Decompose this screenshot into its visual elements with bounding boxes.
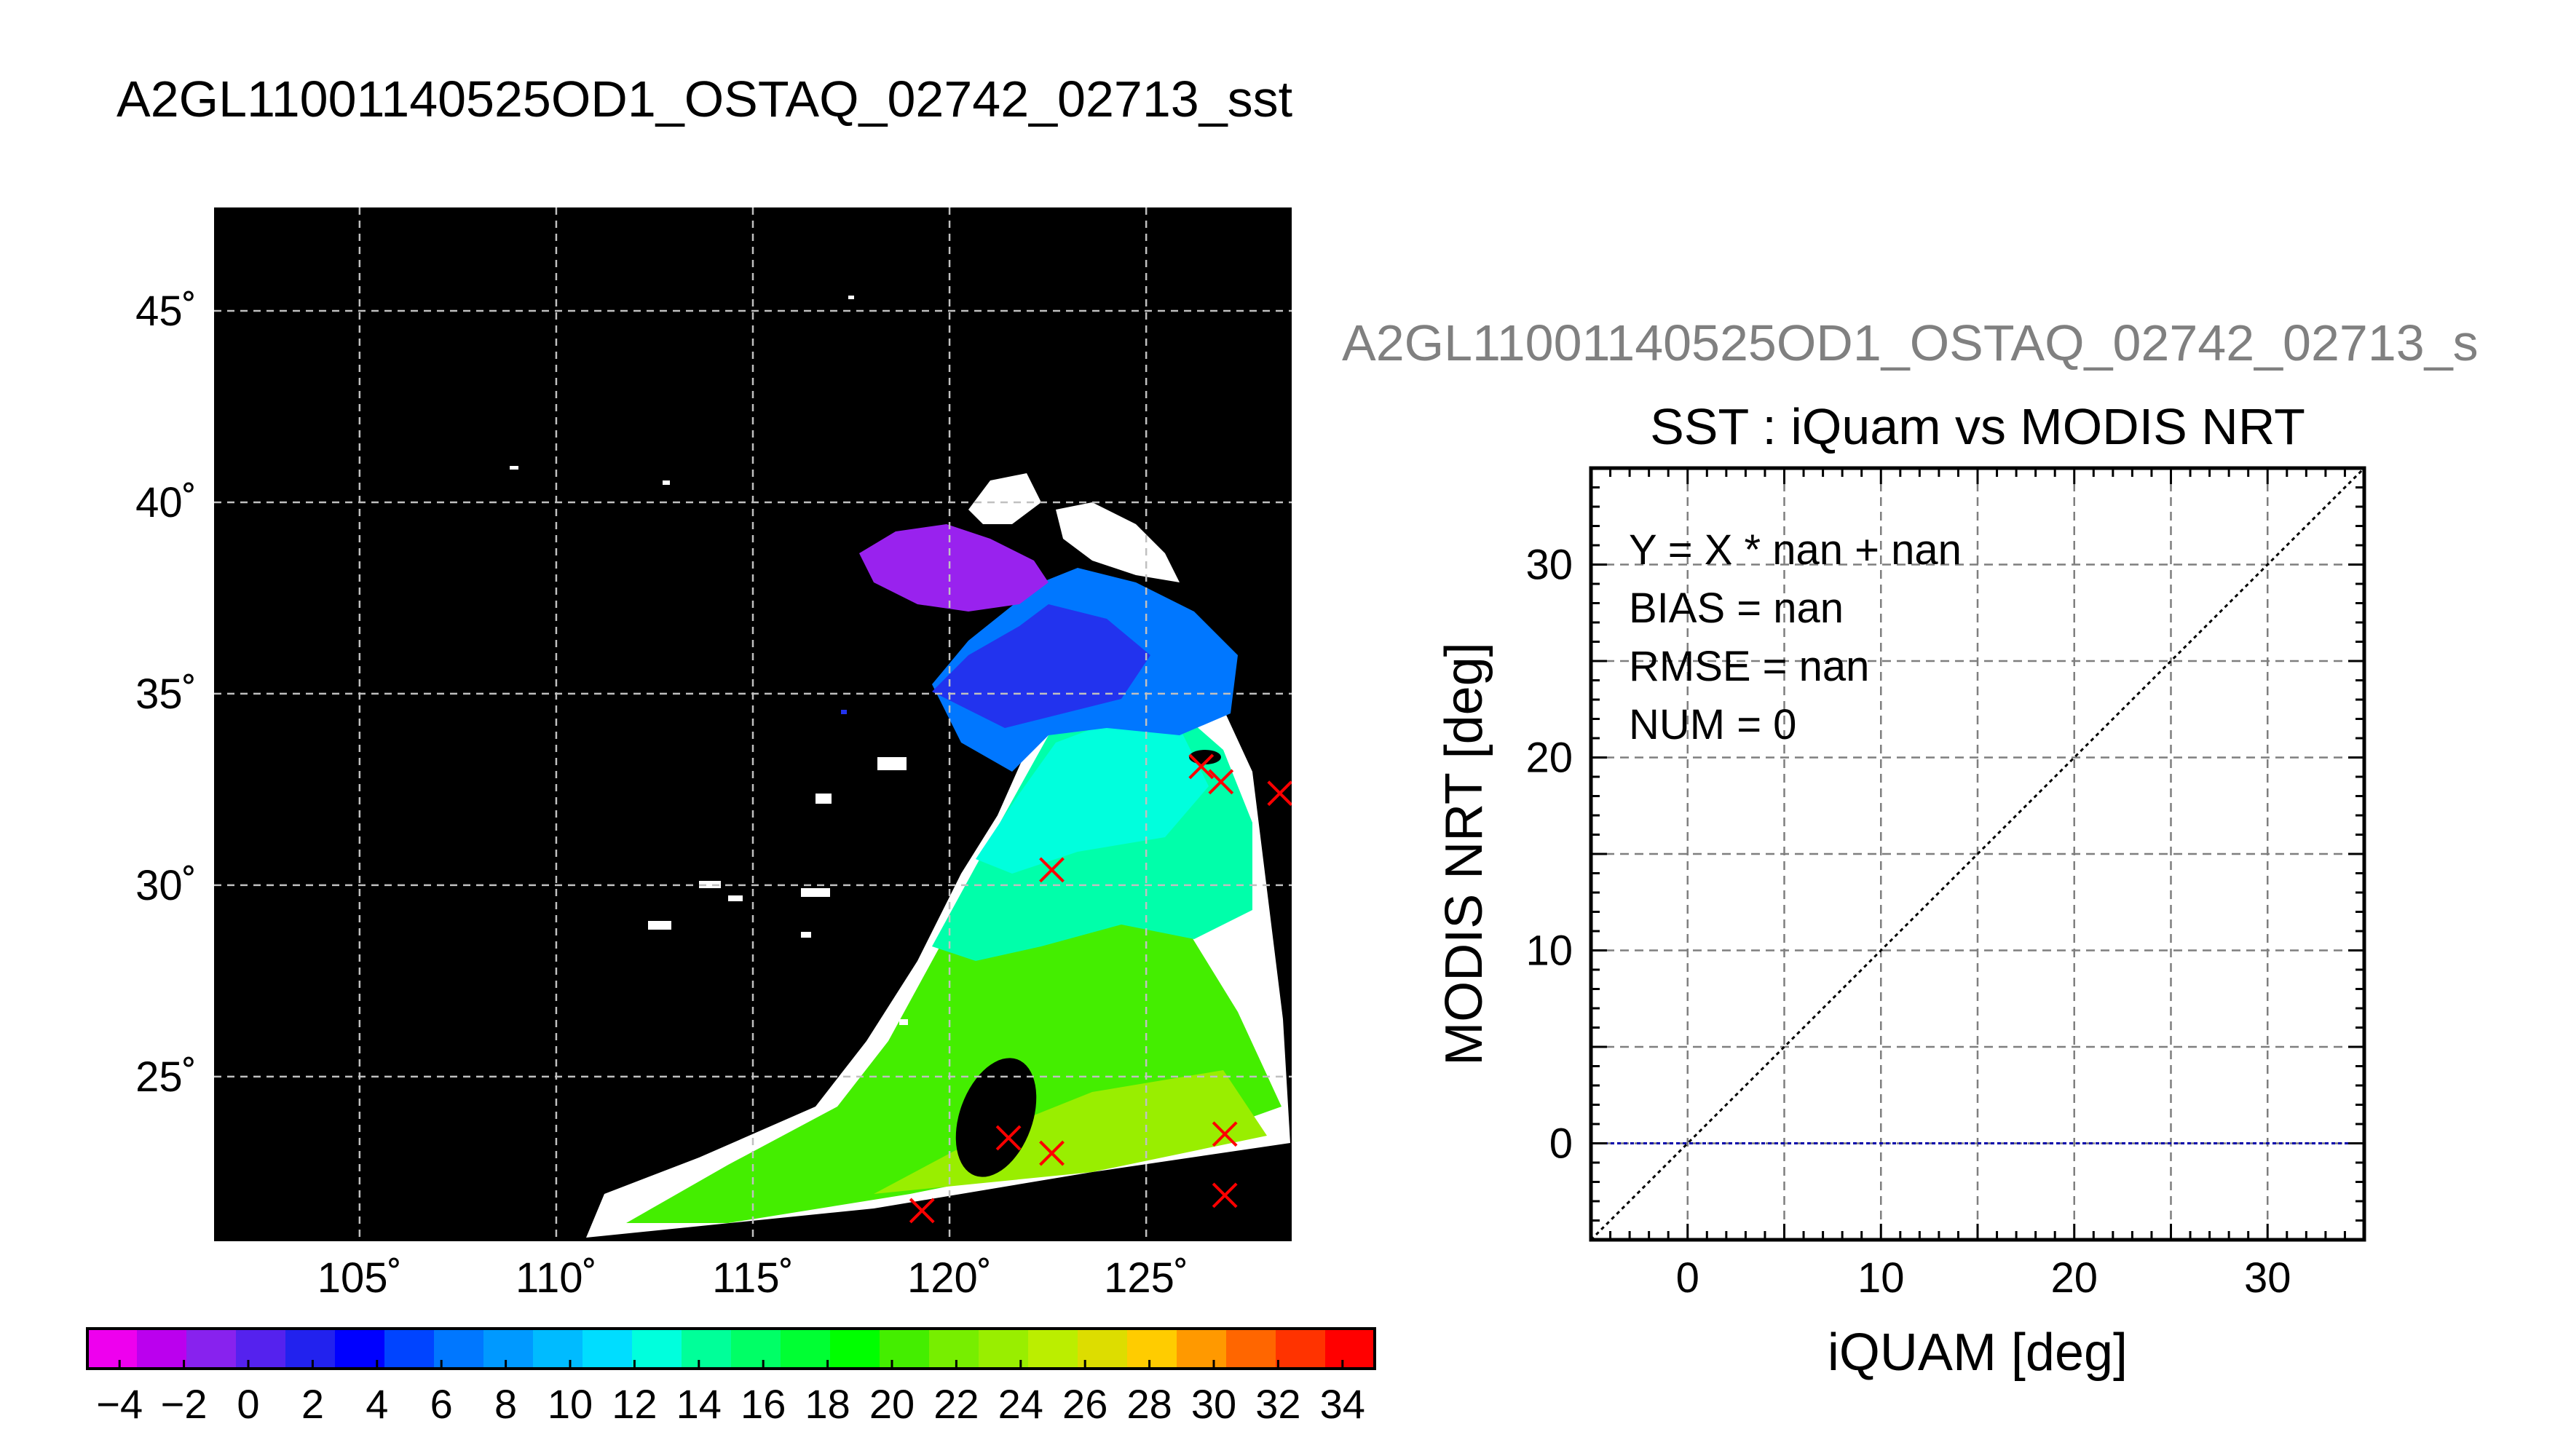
scatter-y-tick-0: 0 xyxy=(1549,1120,1573,1168)
colorbar-swatch-1 xyxy=(137,1329,187,1369)
colorbar-tick-3: 2 xyxy=(301,1381,324,1427)
marker-3 xyxy=(1039,857,1065,883)
colorbar-swatch-19 xyxy=(1028,1329,1078,1369)
colorbar-swatch-3 xyxy=(236,1329,286,1369)
colorbar-frame xyxy=(86,1327,1376,1370)
colorbar-tick-6: 8 xyxy=(494,1381,517,1427)
colorbar-tick-18: 32 xyxy=(1255,1381,1300,1427)
colorbar-swatch-13 xyxy=(731,1329,781,1369)
map-title: A2GL11001140525OD1_OSTAQ_02742_02713_sst xyxy=(117,71,1292,127)
scatter-title: SST : iQuam vs MODIS NRT xyxy=(1650,398,2305,455)
colorbar-tick-14: 24 xyxy=(998,1381,1043,1427)
scatter-y-tick-3: 30 xyxy=(1525,542,1573,589)
colorbar-swatch-12 xyxy=(682,1329,732,1369)
colorbar xyxy=(86,1327,1376,1370)
marker-4 xyxy=(995,1125,1022,1151)
sst-field xyxy=(510,296,1290,1238)
scatter-x-tick-2: 20 xyxy=(2050,1254,2098,1302)
scatter-file-title: A2GL11001140525OD1_OSTAQ_02742_02713_s xyxy=(1342,314,2479,371)
map-x-tick-labels: 105˚ 110˚ 115˚ 120˚ 125˚ xyxy=(317,1254,1188,1302)
map-y-tick-4: 45˚ xyxy=(135,288,197,335)
stat-rmse: RMSE = nan xyxy=(1629,643,1869,690)
map-y-tick-0: 25˚ xyxy=(135,1053,197,1101)
scatter-y-axis-label: MODIS NRT [deg] xyxy=(1435,642,1493,1066)
colorbar-swatch-22 xyxy=(1177,1329,1227,1369)
colorbar-swatch-24 xyxy=(1276,1329,1326,1369)
colorbar-swatch-15 xyxy=(830,1329,880,1369)
map-gridlines xyxy=(214,207,1292,1241)
stat-bias: BIAS = nan xyxy=(1629,585,1844,632)
map-y-tick-labels: 25˚ 30˚ 35˚ 40˚ 45˚ xyxy=(135,288,197,1101)
marker-6 xyxy=(1212,1121,1238,1147)
one-to-one-line xyxy=(1591,468,2364,1240)
colorbar-tick-13: 22 xyxy=(933,1381,979,1427)
scatter-reference-lines xyxy=(1591,468,2364,1240)
map-x-tick-2: 115˚ xyxy=(712,1254,794,1302)
colorbar-tick-17: 30 xyxy=(1191,1381,1236,1427)
stat-num: NUM = 0 xyxy=(1629,701,1796,748)
map-x-tick-0: 105˚ xyxy=(317,1254,402,1302)
scatter-x-axis-label: iQUAM [deg] xyxy=(1828,1324,2128,1382)
colorbar-swatch-9 xyxy=(533,1329,583,1369)
colorbar-tick-10: 16 xyxy=(741,1381,786,1427)
colorbar-tick-19: 34 xyxy=(1320,1381,1365,1427)
marker-2 xyxy=(1267,780,1292,807)
colorbar-tick-4: 4 xyxy=(366,1381,388,1427)
colorbar-swatch-16 xyxy=(880,1329,930,1369)
map-y-tick-2: 35˚ xyxy=(135,670,197,718)
marker-0 xyxy=(1188,753,1215,780)
scatter-x-tick-0: 0 xyxy=(1676,1254,1699,1302)
marker-7 xyxy=(909,1198,935,1224)
scatter-x-tick-1: 10 xyxy=(1857,1254,1905,1302)
scatter-minor-ticks xyxy=(1591,468,2364,1240)
colorbar-tick-12: 20 xyxy=(869,1381,915,1427)
colorbar-tick-1: −2 xyxy=(161,1381,208,1427)
colorbar-swatch-11 xyxy=(632,1329,682,1369)
marker-1 xyxy=(1208,769,1234,795)
map-x-tick-3: 120˚ xyxy=(907,1254,992,1302)
colorbar-tick-5: 6 xyxy=(430,1381,453,1427)
colorbar-swatch-6 xyxy=(384,1329,435,1369)
colorbar-swatch-10 xyxy=(583,1329,633,1369)
colorbar-swatch-21 xyxy=(1127,1329,1177,1369)
colorbar-tick-labels: −4 −2 0 2 4 6 8 10 12 14 16 18 20 22 24 26 28 30 32 34 xyxy=(96,1381,1365,1427)
map-y-tick-1: 30˚ xyxy=(135,862,197,909)
colorbar-tick-8: 12 xyxy=(612,1381,657,1427)
map-markers xyxy=(909,753,1292,1224)
colorbar-tick-7: 10 xyxy=(548,1381,593,1427)
scatter-stats: Y = X * nan + nan BIAS = nan RMSE = nan … xyxy=(1629,526,1962,748)
colorbar-tick-15: 26 xyxy=(1062,1381,1107,1427)
colorbar-tick-9: 14 xyxy=(676,1381,722,1427)
colorbar-swatch-25 xyxy=(1325,1329,1375,1369)
scatter-y-tick-labels: 0 10 20 30 xyxy=(1525,542,1573,1168)
map-x-tick-4: 125˚ xyxy=(1104,1254,1188,1302)
marker-5 xyxy=(1039,1140,1065,1166)
colorbar-swatch-0 xyxy=(87,1329,138,1369)
colorbar-tick-16: 28 xyxy=(1126,1381,1172,1427)
colorbar-swatch-17 xyxy=(929,1329,979,1369)
marker-8 xyxy=(1212,1182,1238,1208)
map-y-tick-3: 40˚ xyxy=(135,479,197,526)
colorbar-tick-0: −4 xyxy=(96,1381,143,1427)
colorbar-swatch-14 xyxy=(781,1329,831,1369)
colorbar-swatch-23 xyxy=(1226,1329,1276,1369)
scatter-x-tick-labels: 0 10 20 30 xyxy=(1676,1254,2291,1302)
scatter-y-tick-2: 20 xyxy=(1525,735,1573,782)
stat-equation: Y = X * nan + nan xyxy=(1629,526,1962,574)
colorbar-tick-11: 18 xyxy=(805,1381,850,1427)
scatter-x-tick-3: 30 xyxy=(2244,1254,2291,1302)
colorbar-tick-2: 0 xyxy=(237,1381,259,1427)
scatter-y-tick-1: 10 xyxy=(1525,927,1573,975)
colorbar-swatch-2 xyxy=(186,1329,237,1369)
colorbar-swatch-4 xyxy=(285,1329,336,1369)
colorbar-swatch-8 xyxy=(483,1329,534,1369)
map-x-tick-1: 110˚ xyxy=(516,1254,597,1302)
